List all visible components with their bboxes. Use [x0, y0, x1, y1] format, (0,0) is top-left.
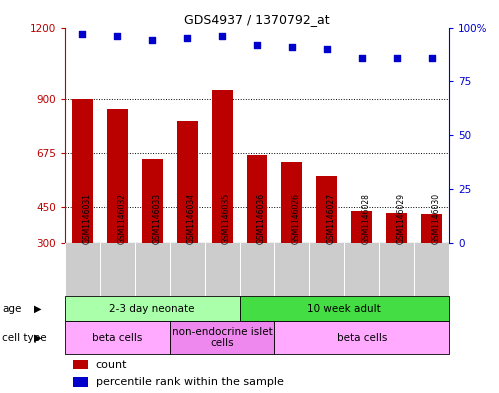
Point [148, 37, 156, 44]
Bar [240, 296, 449, 321]
Point [183, 35, 191, 41]
Text: beta cells: beta cells [337, 332, 387, 343]
Point [323, 46, 331, 52]
Text: GSM1146031: GSM1146031 [82, 193, 91, 244]
Text: GSM1146035: GSM1146035 [222, 193, 231, 244]
Bar [177, 121, 198, 243]
Text: ▶: ▶ [33, 304, 41, 314]
Title: GDS4937 / 1370792_at: GDS4937 / 1370792_at [184, 13, 330, 26]
Bar [351, 211, 372, 243]
Point [113, 33, 121, 39]
Bar [72, 99, 93, 243]
Point [218, 33, 226, 39]
Text: GSM1146027: GSM1146027 [327, 193, 336, 244]
Bar [142, 159, 163, 243]
Bar [274, 321, 449, 354]
Bar [65, 296, 240, 321]
Bar [212, 90, 233, 243]
Text: cell type: cell type [2, 332, 47, 343]
Text: ▶: ▶ [33, 332, 41, 343]
Bar [72, 377, 88, 387]
Bar [65, 321, 170, 354]
Bar [107, 109, 128, 243]
Text: 2-3 day neonate: 2-3 day neonate [109, 304, 195, 314]
Point [393, 55, 401, 61]
Point [358, 55, 366, 61]
Text: beta cells: beta cells [92, 332, 142, 343]
Text: GSM1146029: GSM1146029 [397, 193, 406, 244]
Point [428, 55, 436, 61]
Text: GSM1146036: GSM1146036 [257, 193, 266, 244]
Bar [316, 176, 337, 243]
Bar [247, 155, 267, 243]
Text: GSM1146033: GSM1146033 [152, 193, 161, 244]
Text: count: count [96, 360, 127, 369]
Text: GSM1146034: GSM1146034 [187, 193, 196, 244]
Text: percentile rank within the sample: percentile rank within the sample [96, 377, 283, 387]
Text: GSM1146026: GSM1146026 [292, 193, 301, 244]
Text: age: age [2, 304, 22, 314]
Point [253, 42, 261, 48]
Text: GSM1146028: GSM1146028 [362, 194, 371, 244]
Bar [281, 162, 302, 243]
Point [78, 31, 86, 37]
Text: GSM1146030: GSM1146030 [432, 193, 441, 244]
Bar [386, 213, 407, 243]
Text: GSM1146032: GSM1146032 [117, 193, 126, 244]
Text: 10 week adult: 10 week adult [307, 304, 381, 314]
Text: non-endocrine islet
cells: non-endocrine islet cells [172, 327, 272, 348]
Bar [421, 214, 442, 243]
Bar [170, 321, 274, 354]
Point [288, 44, 296, 50]
Bar [72, 360, 88, 369]
